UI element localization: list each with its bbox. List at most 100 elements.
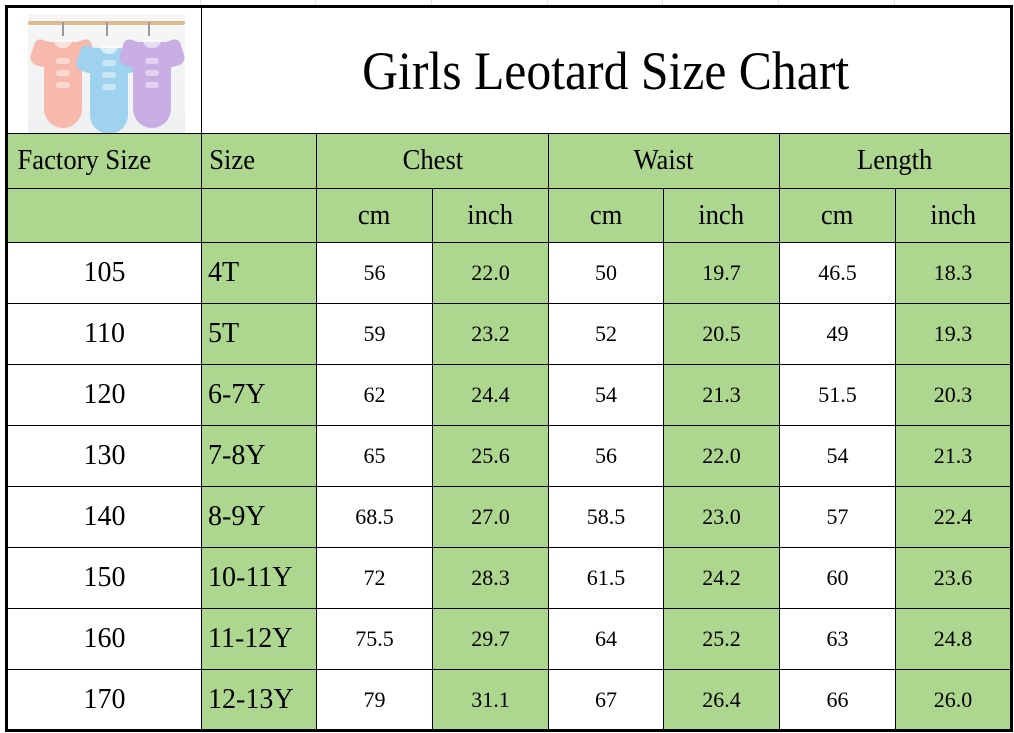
chest-inch-cell: 28.3 (432, 547, 549, 609)
hanger-hook-icon (62, 22, 64, 36)
header-chest-label: Chest (402, 145, 463, 176)
table-row: 120 6-7Y 62 24.4 54 21.3 51.5 20.3 (5, 364, 1014, 426)
size-cell: 12-13Y (201, 669, 317, 732)
hanger-hook-icon (106, 22, 108, 36)
unit-label: inch (467, 199, 514, 231)
chest-cm-cell: 72 (316, 547, 433, 609)
size-cell: 11-12Y (201, 608, 317, 670)
length-inch-cell: 20.3 (894, 364, 1014, 426)
size-rows: 105 4T 56 22.0 50 19.7 46.5 18.3 110 5T … (5, 242, 1014, 732)
length-cm-cell: 46.5 (779, 242, 896, 304)
title-row: Girls Leotard Size Chart (5, 5, 1014, 134)
length-cm-cell: 51.5 (779, 364, 896, 426)
table-row: 105 4T 56 22.0 50 19.7 46.5 18.3 (5, 242, 1014, 304)
unit-label: cm (589, 199, 623, 231)
waist-cm-cell: 52 (548, 303, 664, 365)
factory-size-cell: 170 (5, 669, 202, 732)
table-row: 160 11-12Y 75.5 29.7 64 25.2 63 24.8 (5, 608, 1014, 670)
size-cell: 5T (201, 303, 317, 365)
size-cell: 8-9Y (201, 486, 317, 548)
units-empty-cell (201, 188, 317, 243)
chest-cm-cell: 68.5 (316, 486, 433, 548)
chest-inch-cell: 25.6 (432, 425, 549, 487)
waist-cm-cell: 50 (548, 242, 664, 304)
header-length-label: Length (857, 145, 933, 176)
unit-label: cm (358, 199, 391, 231)
pink-leotard (28, 34, 98, 129)
page-title: Girls Leotard Size Chart (362, 40, 850, 101)
length-cm-cell: 49 (779, 303, 896, 365)
length-inch-cell: 23.6 (894, 547, 1014, 609)
header-size: Size (201, 133, 317, 189)
table-row: 170 12-13Y 79 31.1 67 26.4 66 26.0 (5, 669, 1014, 732)
table-row: 150 10-11Y 72 28.3 61.5 24.2 60 23.6 (5, 547, 1014, 609)
length-inch-cell: 22.4 (894, 486, 1014, 548)
factory-size-cell: 110 (5, 303, 202, 365)
header-length: Length (778, 133, 1014, 189)
unit-length-cm: cm (779, 188, 896, 243)
leotard-product-image (28, 14, 185, 133)
length-cm-cell: 57 (779, 486, 896, 548)
factory-size-cell: 150 (5, 547, 202, 609)
length-inch-cell: 18.3 (894, 242, 1014, 304)
waist-cm-cell: 67 (548, 669, 664, 732)
length-cm-cell: 63 (779, 608, 896, 670)
chest-cm-cell: 56 (316, 242, 433, 304)
waist-inch-cell: 23.0 (663, 486, 780, 548)
purple-leotard (117, 34, 185, 129)
waist-inch-cell: 21.3 (663, 364, 780, 426)
header-factory-size: Factory Size (5, 133, 202, 189)
table-row: 110 5T 59 23.2 52 20.5 49 19.3 (5, 303, 1014, 365)
unit-waist-cm: cm (548, 188, 664, 243)
chest-cm-cell: 62 (316, 364, 433, 426)
unit-label: inch (930, 199, 976, 231)
unit-chest-inch: inch (432, 188, 549, 243)
waist-cm-cell: 61.5 (548, 547, 664, 609)
factory-size-cell: 105 (5, 242, 202, 304)
chest-cm-cell: 65 (316, 425, 433, 487)
chest-cm-cell: 75.5 (316, 608, 433, 670)
chest-cm-cell: 59 (316, 303, 433, 365)
header-chest: Chest (316, 133, 549, 189)
size-chart-sheet: Girls Leotard Size Chart Factory Size Si… (5, 5, 1014, 733)
waist-cm-cell: 64 (548, 608, 664, 670)
factory-size-cell: 120 (5, 364, 202, 426)
size-cell: 7-8Y (201, 425, 317, 487)
units-empty-cell (5, 188, 202, 243)
waist-inch-cell: 24.2 (663, 547, 780, 609)
header-factory-size-label: Factory Size (17, 145, 152, 176)
waist-inch-cell: 22.0 (663, 425, 780, 487)
unit-label: inch (698, 199, 745, 231)
table-row: 140 8-9Y 68.5 27.0 58.5 23.0 57 22.4 (5, 486, 1014, 548)
waist-inch-cell: 19.7 (663, 242, 780, 304)
chest-inch-cell: 29.7 (432, 608, 549, 670)
chest-inch-cell: 22.0 (432, 242, 549, 304)
length-inch-cell: 21.3 (894, 425, 1014, 487)
size-cell: 4T (201, 242, 317, 304)
length-cm-cell: 54 (779, 425, 896, 487)
length-cm-cell: 60 (779, 547, 896, 609)
size-cell: 6-7Y (201, 364, 317, 426)
header-waist-label: Waist (634, 145, 694, 176)
waist-cm-cell: 56 (548, 425, 664, 487)
chest-cm-cell: 79 (316, 669, 433, 732)
waist-inch-cell: 25.2 (663, 608, 780, 670)
factory-size-cell: 130 (5, 425, 202, 487)
length-cm-cell: 66 (779, 669, 896, 732)
table-row: 130 7-8Y 65 25.6 56 22.0 54 21.3 (5, 425, 1014, 487)
unit-label: cm (821, 199, 854, 231)
chest-inch-cell: 24.4 (432, 364, 549, 426)
chest-inch-cell: 27.0 (432, 486, 549, 548)
unit-waist-inch: inch (663, 188, 780, 243)
size-cell: 10-11Y (201, 547, 317, 609)
chest-inch-cell: 23.2 (432, 303, 549, 365)
factory-size-cell: 140 (5, 486, 202, 548)
chest-inch-cell: 31.1 (432, 669, 549, 732)
waist-cm-cell: 54 (548, 364, 664, 426)
waist-inch-cell: 26.4 (663, 669, 780, 732)
product-image-cell (5, 5, 202, 134)
unit-length-inch: inch (894, 188, 1014, 243)
length-inch-cell: 24.8 (894, 608, 1014, 670)
header-row: Factory Size Size Chest Waist Length (5, 133, 1014, 189)
units-row: cm inch cm inch cm inch (5, 188, 1014, 243)
